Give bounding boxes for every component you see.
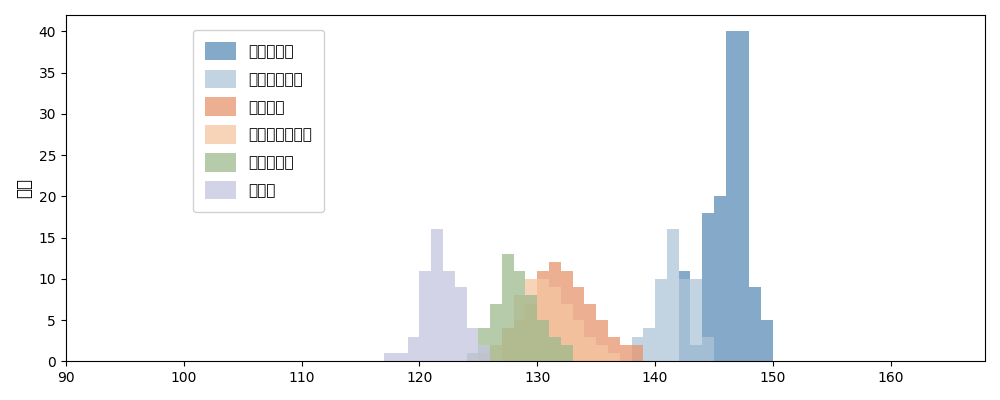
Bar [679,270,690,361]
Bar [584,336,596,361]
Bar [667,229,679,361]
Bar [467,353,478,361]
Bar [690,279,702,361]
Legend: ストレート, カットボール, フォーク, チェンジアップ, スライダー, カーブ: ストレート, カットボール, フォーク, チェンジアップ, スライダー, カーブ [193,30,324,212]
Bar [596,345,608,361]
Bar [549,262,561,361]
Bar [549,336,561,361]
Bar [632,345,643,361]
Bar [419,270,431,361]
Bar [632,336,643,361]
Bar [573,287,584,361]
Bar [620,345,632,361]
Bar [514,320,525,361]
Bar [478,345,490,361]
Bar [537,320,549,361]
Bar [749,287,761,361]
Bar [702,213,714,361]
Bar [490,345,502,361]
Bar [549,287,561,361]
Bar [561,304,573,361]
Bar [478,328,490,361]
Bar [537,270,549,361]
Bar [525,304,537,361]
Bar [584,304,596,361]
Bar [514,270,525,361]
Bar [596,320,608,361]
Bar [573,320,584,361]
Bar [478,353,490,361]
Bar [761,320,773,361]
Bar [655,279,667,361]
Bar [384,353,396,361]
Bar [679,279,690,361]
Y-axis label: 球数: 球数 [15,178,33,198]
Bar [502,328,514,361]
Bar [643,328,655,361]
Bar [443,270,455,361]
Bar [608,353,620,361]
Bar [490,304,502,361]
Bar [726,32,738,361]
Bar [561,345,573,361]
Bar [467,328,478,361]
Bar [408,336,419,361]
Bar [525,279,537,361]
Bar [561,270,573,361]
Bar [502,328,514,361]
Bar [608,336,620,361]
Bar [514,295,525,361]
Bar [455,287,467,361]
Bar [525,295,537,361]
Bar [738,32,749,361]
Bar [502,254,514,361]
Bar [690,345,702,361]
Bar [702,336,714,361]
Bar [396,353,408,361]
Bar [537,279,549,361]
Bar [431,229,443,361]
Bar [714,196,726,361]
